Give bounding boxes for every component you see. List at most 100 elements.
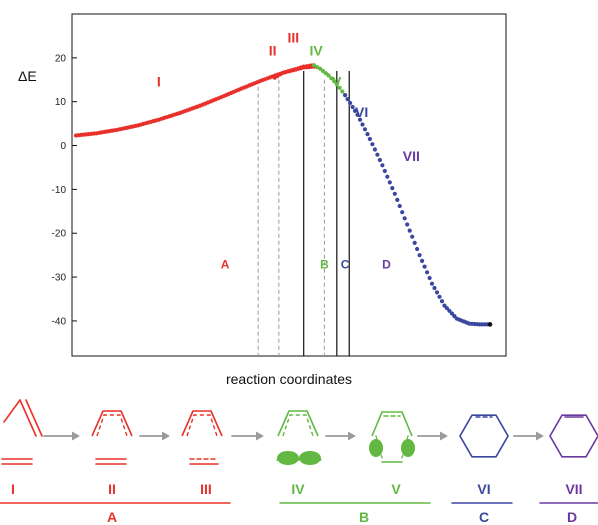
structure-label: I bbox=[11, 481, 15, 497]
arrow-head bbox=[256, 431, 264, 441]
arrow-head bbox=[72, 431, 80, 441]
data-point bbox=[377, 157, 382, 163]
orbital-lobe bbox=[369, 439, 383, 457]
data-point bbox=[395, 197, 400, 202]
diene-inner-bond bbox=[186, 414, 218, 437]
region-boundary-lines bbox=[257, 71, 350, 356]
structure-label: V bbox=[391, 481, 401, 497]
data-point bbox=[345, 97, 350, 102]
bond bbox=[19, 399, 37, 437]
data-point bbox=[405, 222, 410, 227]
bond bbox=[3, 399, 21, 423]
data-point bbox=[357, 117, 363, 122]
data-point bbox=[355, 112, 360, 117]
diene-inner-bond bbox=[96, 414, 128, 437]
arrow-head bbox=[536, 431, 544, 441]
data-point bbox=[427, 275, 432, 281]
diene-inner-bond bbox=[282, 414, 314, 437]
region-label: A bbox=[221, 257, 230, 271]
structure-label: VII bbox=[565, 481, 582, 497]
y-axis-ticks: 20 10 0 -10 -20 -30 -40 bbox=[52, 53, 77, 327]
group-label: B bbox=[359, 509, 369, 525]
data-point bbox=[352, 108, 358, 113]
orbital-lobe bbox=[299, 451, 321, 465]
group-label: C bbox=[479, 509, 489, 525]
data-point bbox=[447, 308, 452, 313]
data-point bbox=[425, 270, 430, 275]
data-point bbox=[444, 306, 449, 311]
y-tick-label: -20 bbox=[52, 229, 67, 240]
stage-label: V bbox=[332, 73, 342, 89]
data-point bbox=[390, 186, 395, 191]
data-point bbox=[385, 174, 390, 179]
arrow-head bbox=[162, 431, 170, 441]
data-point bbox=[350, 104, 355, 110]
data-point bbox=[343, 93, 348, 98]
data-point bbox=[417, 253, 422, 258]
data-point bbox=[340, 89, 345, 94]
data-point bbox=[407, 228, 412, 233]
structure-label: IV bbox=[291, 481, 305, 497]
data-point bbox=[380, 163, 385, 168]
data-point bbox=[387, 180, 392, 185]
orbital-lobe bbox=[401, 439, 415, 457]
data-point bbox=[332, 79, 337, 84]
stage-label: I bbox=[157, 73, 161, 89]
data-point bbox=[362, 127, 368, 132]
data-point bbox=[367, 136, 372, 142]
y-tick-label: 10 bbox=[55, 97, 67, 108]
data-point bbox=[420, 258, 425, 263]
y-tick-label: 0 bbox=[60, 141, 66, 152]
y-tick-label: -10 bbox=[52, 185, 67, 196]
region-label: C bbox=[341, 257, 350, 271]
data-point bbox=[410, 234, 415, 239]
data-point bbox=[311, 63, 317, 68]
structure-label: II bbox=[108, 481, 116, 497]
data-point bbox=[315, 65, 320, 70]
data-point bbox=[400, 210, 405, 215]
data-point bbox=[329, 76, 334, 81]
data-point bbox=[348, 100, 353, 106]
cyclohexene-ring bbox=[459, 414, 509, 458]
data-point bbox=[365, 132, 370, 137]
diene-backbone bbox=[91, 410, 133, 437]
stage-label: III bbox=[288, 30, 300, 46]
y-tick-label: 20 bbox=[55, 53, 67, 64]
y-tick-label: -40 bbox=[52, 316, 67, 327]
data-point bbox=[449, 311, 454, 316]
data-point bbox=[326, 73, 331, 78]
y-tick-label: -30 bbox=[52, 273, 67, 284]
structure-label: III bbox=[200, 481, 212, 497]
stage-label: II bbox=[269, 43, 277, 59]
energy-data-points bbox=[73, 63, 493, 327]
arrow-head bbox=[348, 431, 356, 441]
diene-backbone bbox=[371, 411, 413, 437]
group-label: A bbox=[107, 509, 117, 525]
region-label: B bbox=[320, 257, 329, 271]
data-point bbox=[397, 203, 402, 209]
data-point bbox=[382, 168, 387, 174]
stage-label: VI bbox=[355, 104, 368, 120]
data-point bbox=[337, 85, 342, 90]
data-point bbox=[422, 264, 427, 269]
data-point bbox=[304, 64, 309, 69]
arrow-head bbox=[440, 431, 448, 441]
orbital-lobe bbox=[277, 451, 299, 465]
diene-backbone bbox=[277, 410, 319, 437]
data-point bbox=[392, 191, 397, 196]
data-point bbox=[301, 64, 306, 69]
region-label: D bbox=[382, 257, 391, 271]
structure-label: VI bbox=[477, 481, 490, 497]
data-point bbox=[429, 281, 435, 286]
data-point bbox=[412, 240, 417, 245]
data-point bbox=[334, 82, 339, 87]
data-point bbox=[434, 290, 440, 295]
data-point bbox=[452, 314, 457, 319]
data-point bbox=[402, 216, 407, 221]
group-label: D bbox=[567, 509, 577, 525]
diene-backbone bbox=[181, 410, 223, 437]
plot-frame bbox=[71, 13, 507, 357]
